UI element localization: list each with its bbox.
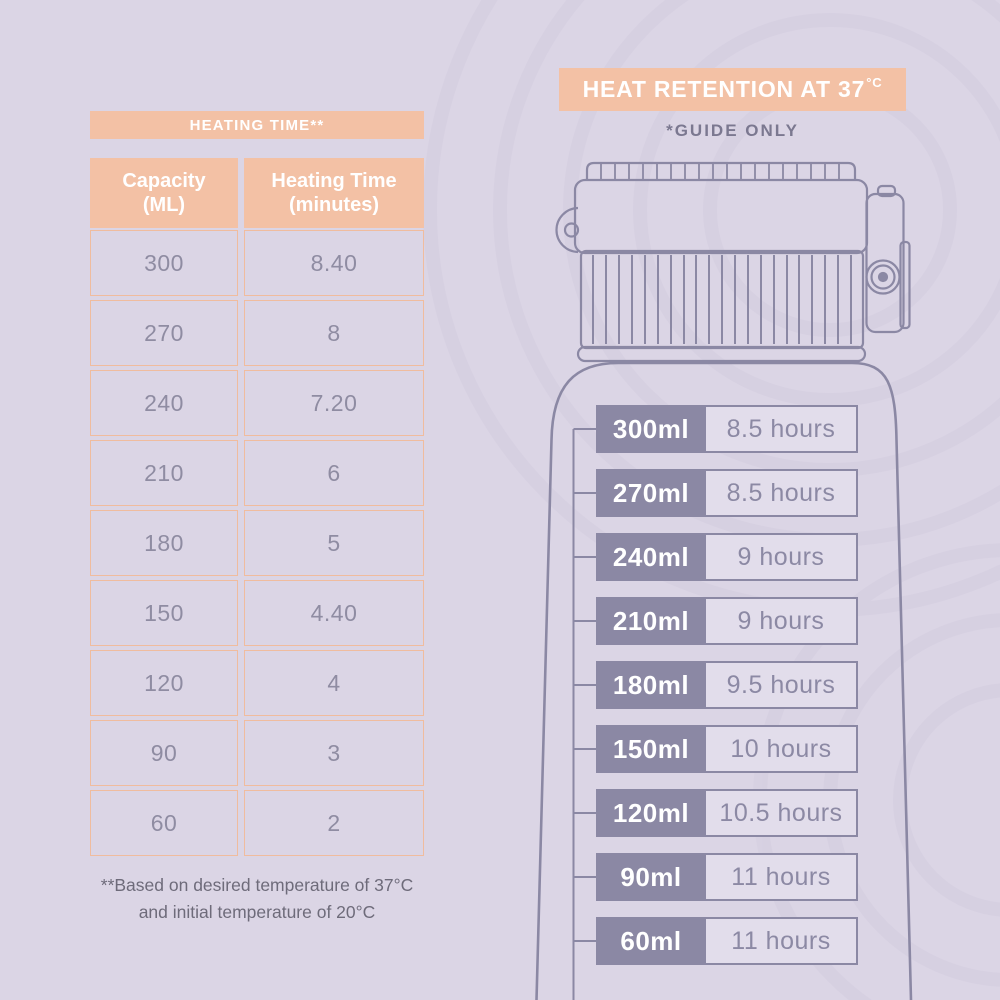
minutes-cell: 5 <box>244 510 424 576</box>
capacity-header-line2: (ML) <box>142 194 186 216</box>
table-row: 270 8 <box>90 300 424 366</box>
capacity-cell: 90 <box>90 720 238 786</box>
capacity-cell: 210 <box>90 440 238 506</box>
cap-loop-hole <box>563 222 580 238</box>
measurement-scale-ticks <box>573 428 596 942</box>
retention-row: 90ml 11 hours <box>596 853 858 901</box>
retention-row: 270ml 8.5 hours <box>596 469 858 517</box>
capacity-cell: 300 <box>90 230 238 296</box>
hours-value: 9.5 hours <box>706 661 858 709</box>
heat-retention-title: HEAT RETENTION AT 37 <box>582 76 866 102</box>
table-row: 300 8.40 <box>90 230 424 296</box>
minutes-cell: 2 <box>244 790 424 856</box>
table-row: 210 6 <box>90 440 424 506</box>
minutes-cell: 4 <box>244 650 424 716</box>
degrees-c-superscript: °C <box>866 75 883 90</box>
volume-label: 90ml <box>596 853 706 901</box>
table-row: 120 4 <box>90 650 424 716</box>
hours-value: 11 hours <box>706 853 858 901</box>
guide-only-label: *GUIDE ONLY <box>666 121 799 140</box>
volume-label: 210ml <box>596 597 706 645</box>
capacity-cell: 150 <box>90 580 238 646</box>
volume-label: 270ml <box>596 469 706 517</box>
cap-latch-bar <box>899 240 911 330</box>
cap-loop <box>555 206 579 254</box>
cap-lid <box>573 178 869 255</box>
table-row: 240 7.20 <box>90 370 424 436</box>
capacity-cell: 120 <box>90 650 238 716</box>
cap-ribbed-band <box>579 249 865 350</box>
cap-knurl-ticks <box>600 164 840 179</box>
footnote-line2: and initial temperature of 20°C <box>138 901 376 922</box>
minutes-cell: 4.40 <box>244 580 424 646</box>
cap-knurl-strip <box>585 161 857 181</box>
retention-row: 240ml 9 hours <box>596 533 858 581</box>
heating-table-footnote: **Based on desired temperature of 37°C a… <box>57 872 457 925</box>
cap-rib-lines <box>592 255 852 344</box>
footnote-line1: **Based on desired temperature of 37°C <box>100 875 414 895</box>
retention-row: 120ml 10.5 hours <box>596 789 858 837</box>
cap-latch-body <box>865 192 905 334</box>
retention-row: 60ml 11 hours <box>596 917 858 965</box>
retention-row: 210ml 9 hours <box>596 597 858 645</box>
heating-time-header-line2: (minutes) <box>289 194 379 216</box>
hours-value: 11 hours <box>706 917 858 965</box>
hours-value: 10.5 hours <box>706 789 858 837</box>
volume-label: 150ml <box>596 725 706 773</box>
cap-latch-button-dot <box>877 271 889 283</box>
hours-value: 9 hours <box>706 533 858 581</box>
hours-value: 8.5 hours <box>706 405 858 453</box>
minutes-cell: 6 <box>244 440 424 506</box>
cap-latch-button-mid <box>870 264 896 290</box>
bottle-neck-ring <box>576 345 867 363</box>
table-row: 60 2 <box>90 790 424 856</box>
volume-label: 180ml <box>596 661 706 709</box>
heating-time-column-header: Heating Time (minutes) <box>244 158 424 228</box>
retention-row: 150ml 10 hours <box>596 725 858 773</box>
capacity-cell: 180 <box>90 510 238 576</box>
volume-label: 120ml <box>596 789 706 837</box>
heating-time-header-line1: Heating Time <box>271 169 397 192</box>
hours-value: 9 hours <box>706 597 858 645</box>
capacity-cell: 60 <box>90 790 238 856</box>
capacity-header-line1: Capacity <box>122 169 206 192</box>
table-row: 90 3 <box>90 720 424 786</box>
bottle-body-outline <box>535 361 913 1000</box>
cap-latch-tab <box>876 184 897 198</box>
volume-label: 240ml <box>596 533 706 581</box>
hours-value: 8.5 hours <box>706 469 858 517</box>
minutes-cell: 8.40 <box>244 230 424 296</box>
heating-table-header-row: Capacity (ML) Heating Time (minutes) <box>90 158 424 228</box>
volume-label: 300ml <box>596 405 706 453</box>
cap-latch-button-outer <box>865 259 901 295</box>
capacity-cell: 240 <box>90 370 238 436</box>
hours-value: 10 hours <box>706 725 858 773</box>
table-row: 180 5 <box>90 510 424 576</box>
minutes-cell: 8 <box>244 300 424 366</box>
retention-row: 180ml 9.5 hours <box>596 661 858 709</box>
minutes-cell: 3 <box>244 720 424 786</box>
heat-retention-rows: 300ml 8.5 hours 270ml 8.5 hours 240ml 9 … <box>596 405 858 965</box>
retention-row: 300ml 8.5 hours <box>596 405 858 453</box>
volume-label: 60ml <box>596 917 706 965</box>
heating-time-banner: HEATING TIME** <box>90 111 424 139</box>
capacity-column-header: Capacity (ML) <box>90 158 238 228</box>
table-row: 150 4.40 <box>90 580 424 646</box>
heat-retention-banner: HEAT RETENTION AT 37 °C <box>559 68 906 111</box>
minutes-cell: 7.20 <box>244 370 424 436</box>
capacity-cell: 270 <box>90 300 238 366</box>
heating-table-body: 300 8.40 270 8 240 7.20 210 6 180 5 150 … <box>90 230 424 856</box>
